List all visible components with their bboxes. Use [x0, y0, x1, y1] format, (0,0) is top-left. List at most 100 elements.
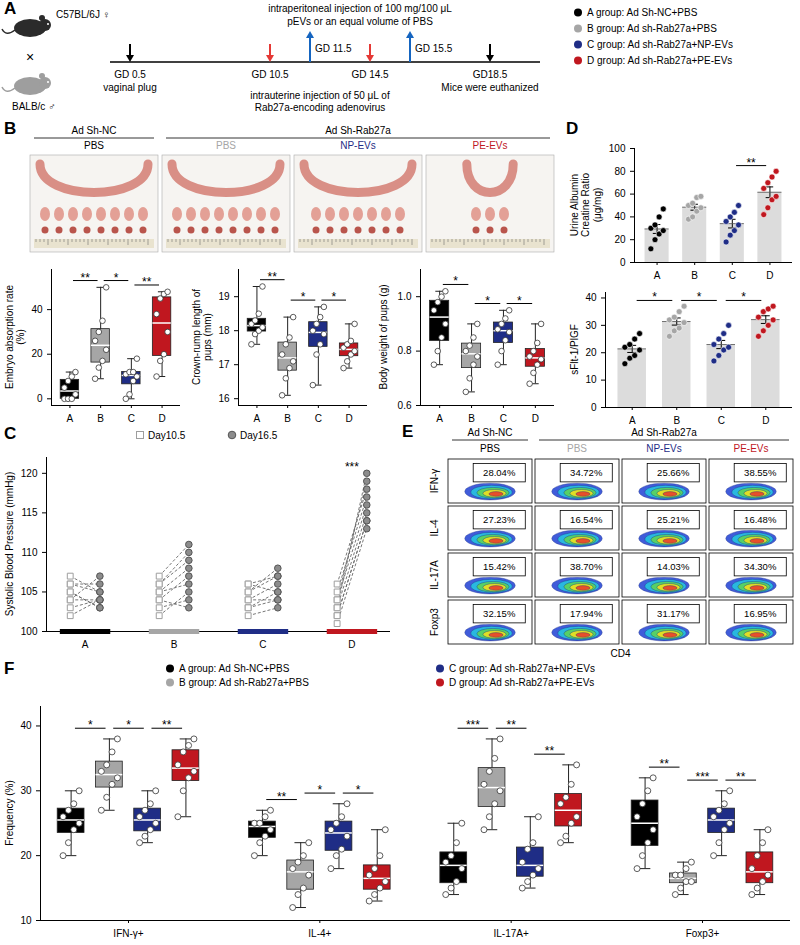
svg-text:*: * [652, 290, 657, 304]
svg-text:10: 10 [585, 374, 597, 385]
svg-text:Ad Sh-NC: Ad Sh-NC [467, 427, 512, 438]
svg-text:**: ** [506, 718, 516, 732]
svg-text:GD18.5: GD18.5 [473, 69, 508, 80]
svg-text:A: A [254, 413, 261, 424]
svg-text:IL-4: IL-4 [429, 519, 440, 537]
svg-text:16.95%: 16.95% [744, 608, 777, 619]
svg-text:*: * [114, 271, 119, 285]
svg-text:14.03%: 14.03% [657, 561, 690, 572]
svg-text:PE-EVs: PE-EVs [733, 443, 768, 454]
svg-text:PBS: PBS [480, 443, 500, 454]
svg-text:D: D [532, 413, 539, 424]
svg-text:B: B [97, 413, 104, 424]
svg-text:0.8: 0.8 [398, 345, 412, 356]
svg-text:*: * [356, 783, 361, 797]
svg-text:0: 0 [37, 393, 43, 404]
svg-text:34.72%: 34.72% [570, 467, 603, 478]
svg-text:D group: Ad sh-Rab27a+PE-EVs: D group: Ad sh-Rab27a+PE-EVs [449, 677, 594, 688]
svg-text:PBS: PBS [216, 140, 236, 151]
svg-text:30: 30 [20, 785, 32, 796]
svg-text:Ad Sh-NC: Ad Sh-NC [71, 125, 116, 136]
svg-text:**: ** [746, 156, 756, 170]
svg-text:pEVs or an equal volume of PBS: pEVs or an equal volume of PBS [287, 16, 433, 27]
svg-text:20: 20 [31, 348, 43, 359]
svg-text:GD 11.5: GD 11.5 [315, 43, 352, 54]
svg-text:19: 19 [218, 291, 230, 302]
svg-text:PBS: PBS [84, 140, 104, 151]
svg-text:**: ** [660, 757, 670, 771]
svg-text:110: 110 [22, 547, 38, 558]
svg-text:***: *** [345, 460, 359, 474]
svg-text:32.15%: 32.15% [483, 608, 516, 619]
svg-text:A group: Ad Sh-NC+PBS: A group: Ad Sh-NC+PBS [587, 7, 698, 18]
svg-text:B: B [673, 415, 680, 426]
svg-text:A: A [82, 639, 89, 650]
svg-text:GD 15.5: GD 15.5 [415, 43, 453, 54]
svg-text:*: * [126, 718, 131, 732]
svg-text:*: * [741, 290, 746, 304]
svg-text:18: 18 [218, 325, 230, 336]
svg-text:CD4: CD4 [610, 648, 630, 659]
svg-text:GD 14.5: GD 14.5 [351, 69, 389, 80]
svg-text:17: 17 [218, 359, 230, 370]
svg-text:40: 40 [31, 304, 43, 315]
svg-text:Embryo absorption rate(%): Embryo absorption rate(%) [4, 285, 27, 389]
svg-text:**: ** [162, 718, 172, 732]
svg-text:D: D [158, 413, 165, 424]
svg-text:C group: Ad sh-Rab27a+NP-EVs: C group: Ad sh-Rab27a+NP-EVs [587, 39, 733, 50]
svg-text:B: B [171, 639, 178, 650]
svg-text:**: ** [545, 744, 555, 758]
svg-text:Ad Sh-Rab27a: Ad Sh-Rab27a [631, 427, 697, 438]
svg-text:D: D [348, 639, 355, 650]
svg-text:Frequency (%): Frequency (%) [4, 780, 15, 846]
svg-text:120: 120 [21, 468, 38, 479]
svg-text:Foxp3+: Foxp3+ [686, 928, 720, 939]
svg-text:*: * [485, 294, 490, 308]
svg-text:IFN-γ+: IFN-γ+ [113, 928, 143, 939]
svg-text:A: A [629, 415, 636, 426]
svg-text:B group: Ad sh-Rab27a+PBS: B group: Ad sh-Rab27a+PBS [587, 23, 717, 34]
svg-text:IL-17A: IL-17A [429, 560, 440, 590]
svg-text:30: 30 [585, 320, 597, 331]
svg-text:NP-EVs: NP-EVs [646, 443, 682, 454]
svg-text:31.17%: 31.17% [657, 608, 690, 619]
svg-text:Mice were euthanized: Mice were euthanized [441, 82, 538, 93]
svg-text:*: * [318, 783, 323, 797]
svg-text:intrauterine injection of 50 μ: intrauterine injection of 50 μL of [250, 90, 390, 101]
svg-text:BALB/c ♂: BALB/c ♂ [12, 101, 56, 112]
svg-text:***: *** [466, 718, 480, 732]
svg-text:IL-4+: IL-4+ [308, 928, 331, 939]
svg-text:*: * [88, 718, 93, 732]
svg-text:38.55%: 38.55% [744, 467, 777, 478]
svg-text:40: 40 [585, 292, 597, 303]
svg-text:27.23%: 27.23% [483, 514, 516, 525]
svg-text:100: 100 [609, 143, 626, 154]
svg-text:0.6: 0.6 [398, 400, 412, 411]
svg-text:Crown-rump length ofpups (mm): Crown-rump length ofpups (mm) [191, 289, 214, 385]
svg-text:IL-17A+: IL-17A+ [494, 928, 529, 939]
svg-text:D group: Ad sh-Rab27a+PE-EVs: D group: Ad sh-Rab27a+PE-EVs [587, 55, 732, 66]
svg-text:A group: Ad Sh-NC+PBS: A group: Ad Sh-NC+PBS [179, 663, 290, 674]
svg-text:sFlt-1/PlGF: sFlt-1/PlGF [569, 324, 580, 375]
svg-text:B group: Ad sh-Rab27a+PBS: B group: Ad sh-Rab27a+PBS [179, 677, 309, 688]
svg-text:40: 40 [614, 211, 626, 222]
svg-text:intraperitoneal injection of 1: intraperitoneal injection of 100 mg/100 … [268, 3, 452, 14]
svg-text:D: D [766, 270, 773, 281]
svg-text:1.0: 1.0 [398, 291, 412, 302]
svg-text:B: B [284, 413, 291, 424]
svg-text:0: 0 [591, 402, 597, 413]
svg-text:16: 16 [218, 393, 230, 404]
svg-text:GD 10.5: GD 10.5 [251, 69, 289, 80]
svg-text:17.94%: 17.94% [570, 608, 603, 619]
svg-text:PBS: PBS [567, 443, 587, 454]
svg-text:×: × [26, 49, 34, 65]
svg-text:16.48%: 16.48% [744, 514, 777, 525]
svg-text:***: *** [695, 770, 709, 784]
svg-text:20: 20 [614, 234, 626, 245]
svg-text:Foxp3: Foxp3 [429, 608, 440, 636]
svg-text:10: 10 [20, 915, 32, 926]
svg-text:38.70%: 38.70% [570, 561, 603, 572]
svg-text:C: C [315, 413, 322, 424]
svg-text:0: 0 [620, 257, 626, 268]
svg-text:Day10.5: Day10.5 [148, 430, 186, 441]
